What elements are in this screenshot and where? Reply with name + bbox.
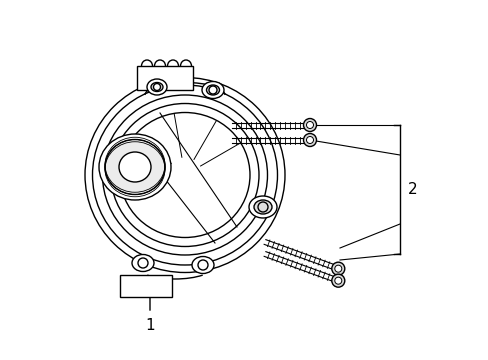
Text: 2: 2 [407, 182, 417, 197]
Ellipse shape [248, 196, 276, 218]
Ellipse shape [85, 77, 285, 273]
Circle shape [306, 122, 313, 129]
Ellipse shape [111, 104, 259, 247]
Circle shape [153, 84, 160, 90]
Text: 1: 1 [145, 318, 155, 333]
Ellipse shape [151, 82, 163, 91]
Ellipse shape [147, 79, 167, 95]
Circle shape [334, 277, 341, 284]
Ellipse shape [253, 200, 271, 214]
Ellipse shape [99, 134, 171, 200]
Circle shape [334, 265, 341, 272]
Circle shape [208, 86, 217, 94]
Ellipse shape [202, 81, 224, 99]
Circle shape [303, 134, 316, 147]
Circle shape [331, 274, 344, 287]
FancyBboxPatch shape [137, 66, 193, 90]
Ellipse shape [120, 112, 249, 238]
Circle shape [331, 262, 344, 275]
Ellipse shape [132, 255, 154, 271]
Ellipse shape [206, 85, 219, 95]
Circle shape [306, 136, 313, 144]
Ellipse shape [119, 152, 151, 182]
Ellipse shape [105, 140, 164, 194]
Ellipse shape [102, 95, 267, 255]
Circle shape [303, 118, 316, 131]
Ellipse shape [192, 256, 214, 274]
FancyBboxPatch shape [120, 275, 172, 297]
